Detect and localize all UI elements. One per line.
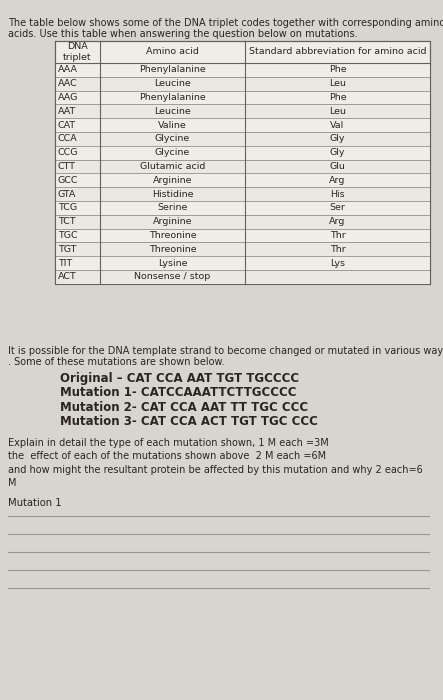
Bar: [55, 256, 430, 270]
Bar: [55, 90, 430, 104]
Text: Gly: Gly: [330, 148, 345, 158]
Text: The table below shows some of the DNA triplet codes together with corresponding : The table below shows some of the DNA tr…: [8, 18, 443, 28]
Text: Nonsense / stop: Nonsense / stop: [134, 272, 210, 281]
Bar: [55, 215, 430, 229]
Text: Mutation 2- CAT CCA AAT TT TGC CCC: Mutation 2- CAT CCA AAT TT TGC CCC: [60, 401, 308, 414]
Text: TGT: TGT: [58, 245, 76, 254]
Bar: [55, 132, 430, 146]
Text: DNA
triplet: DNA triplet: [63, 42, 92, 62]
Bar: [55, 242, 430, 256]
Bar: [55, 270, 430, 284]
Bar: [55, 146, 430, 160]
Text: CCG: CCG: [58, 148, 78, 158]
Text: GCC: GCC: [58, 176, 78, 185]
Text: Threonine: Threonine: [149, 231, 196, 240]
Text: TGC: TGC: [58, 231, 78, 240]
Text: M: M: [8, 478, 16, 489]
Text: Arginine: Arginine: [153, 176, 192, 185]
Text: Phenylalanine: Phenylalanine: [139, 65, 206, 74]
Text: Lys: Lys: [330, 258, 345, 267]
Text: Arginine: Arginine: [153, 217, 192, 226]
Text: CAT: CAT: [58, 120, 76, 130]
Text: Gly: Gly: [330, 134, 345, 144]
Text: Glutamic acid: Glutamic acid: [140, 162, 205, 171]
Text: It is possible for the DNA template strand to become changed or mutated in vario: It is possible for the DNA template stra…: [8, 346, 443, 356]
Bar: [55, 118, 430, 132]
Text: AAT: AAT: [58, 107, 76, 116]
Bar: [55, 174, 430, 187]
Text: His: His: [330, 190, 345, 199]
Text: Histidine: Histidine: [152, 190, 193, 199]
Text: Thr: Thr: [330, 231, 346, 240]
Text: Arg: Arg: [329, 176, 346, 185]
Bar: [55, 187, 430, 201]
Text: Val: Val: [330, 120, 345, 130]
Bar: [55, 104, 430, 118]
Text: Phe: Phe: [329, 65, 346, 74]
Text: CTT: CTT: [58, 162, 76, 171]
Text: TIT: TIT: [58, 258, 72, 267]
Bar: [55, 63, 430, 77]
Text: Standard abbreviation for amino acid: Standard abbreviation for amino acid: [249, 48, 426, 57]
Text: Threonine: Threonine: [149, 245, 196, 254]
Text: the  effect of each of the mutations shown above  2 M each =6M: the effect of each of the mutations show…: [8, 452, 326, 461]
Text: Amino acid: Amino acid: [146, 48, 199, 57]
Text: Original – CAT CCA AAT TGT TGCCCC: Original – CAT CCA AAT TGT TGCCCC: [60, 372, 299, 385]
Text: Mutation 3- CAT CCA ACT TGT TGC CCC: Mutation 3- CAT CCA ACT TGT TGC CCC: [60, 415, 318, 428]
Text: Arg: Arg: [329, 217, 346, 226]
Text: Leucine: Leucine: [154, 107, 191, 116]
Text: GTA: GTA: [58, 190, 76, 199]
Text: Glycine: Glycine: [155, 148, 190, 158]
Text: Phenylalanine: Phenylalanine: [139, 93, 206, 102]
Text: Mutation 1: Mutation 1: [8, 498, 62, 508]
Text: AAG: AAG: [58, 93, 78, 102]
Text: Valine: Valine: [158, 120, 187, 130]
Text: and how might the resultant protein be affected by this mutation and why 2 each=: and how might the resultant protein be a…: [8, 465, 423, 475]
Text: ACT: ACT: [58, 272, 77, 281]
Text: Phe: Phe: [329, 93, 346, 102]
Text: Ser: Ser: [330, 204, 346, 212]
Text: Thr: Thr: [330, 245, 346, 254]
Text: Glycine: Glycine: [155, 134, 190, 144]
Bar: [55, 201, 430, 215]
Bar: [55, 77, 430, 90]
Text: TCG: TCG: [58, 204, 77, 212]
Text: Lysine: Lysine: [158, 258, 187, 267]
Text: Explain in detail the type of each mutation shown, 1 M each =3M: Explain in detail the type of each mutat…: [8, 438, 329, 448]
Bar: [55, 229, 430, 242]
Text: AAA: AAA: [58, 65, 78, 74]
Bar: [55, 41, 430, 284]
Text: acids. Use this table when answering the question below on mutations.: acids. Use this table when answering the…: [8, 29, 358, 39]
Text: TCT: TCT: [58, 217, 76, 226]
Text: Mutation 1- CATCCAAATTCTTGCCCC: Mutation 1- CATCCAAATTCTTGCCCC: [60, 386, 296, 399]
Text: Serine: Serine: [157, 204, 188, 212]
Text: AAC: AAC: [58, 79, 78, 88]
Text: . Some of these mutations are shown below.: . Some of these mutations are shown belo…: [8, 357, 225, 367]
Text: CCA: CCA: [58, 134, 78, 144]
Text: Leu: Leu: [329, 107, 346, 116]
Text: Leucine: Leucine: [154, 79, 191, 88]
Bar: [55, 160, 430, 174]
Text: Glu: Glu: [330, 162, 346, 171]
Text: Leu: Leu: [329, 79, 346, 88]
